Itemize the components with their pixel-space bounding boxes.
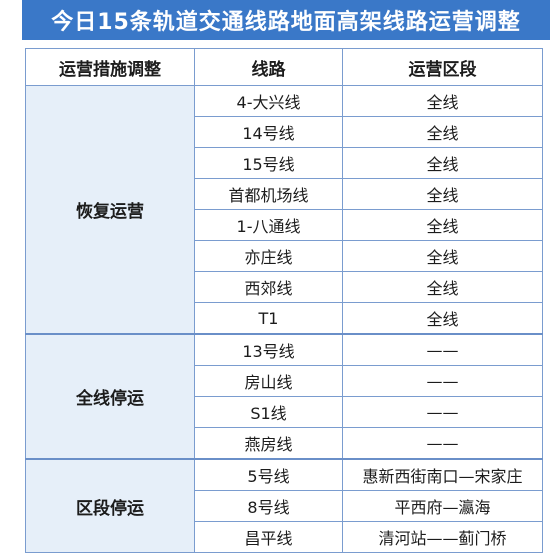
line-cell: 首都机场线 — [194, 178, 343, 210]
page-title: 今日15条轨道交通线路地面高架线路运营调整 — [22, 0, 550, 40]
section-cell: 全线 — [342, 147, 543, 179]
line-cell: T1 — [194, 302, 343, 335]
section-cell: —— — [342, 333, 543, 366]
section-cell: 全线 — [342, 240, 543, 272]
table-row: 恢复运营 4-大兴线 全线 — [25, 85, 543, 335]
section-cell: 全线 — [342, 85, 543, 117]
table-row: 1-八通线 全线 — [26, 209, 543, 241]
table-row: 14号线 全线 — [26, 116, 543, 148]
table-row: 区段停运 5号线 惠新西街南口—宋家庄 — [25, 458, 543, 553]
line-cell: S1线 — [194, 396, 343, 428]
table-row: S1线 —— — [26, 396, 543, 428]
table-row: 昌平线 清河站——蓟门桥 — [26, 521, 543, 553]
line-cell: 燕房线 — [194, 427, 343, 460]
line-cell: 房山线 — [194, 365, 343, 397]
table-body: 恢复运营 4-大兴线 全线 14号线 全线 15号线 全线 首都机场线 全线 1-八通线 全线 亦庄线… — [25, 85, 543, 553]
measure-cell: 恢复运营 — [25, 85, 195, 335]
operation-adjustment-table: 运营措施调整 线路 运营区段 恢复运营 4-大兴线 全线 14号线 全线 15号线 全线 首都… — [25, 48, 543, 553]
header-line: 线路 — [194, 48, 343, 86]
line-cell: 4-大兴线 — [194, 85, 343, 117]
section-cell: 全线 — [342, 209, 543, 241]
section-cell: 全线 — [342, 271, 543, 303]
table-header-row: 运营措施调整 线路 运营区段 — [25, 48, 543, 86]
section-cell: 平西府—瀛海 — [342, 490, 543, 522]
table-row: 燕房线 —— — [26, 427, 543, 460]
measure-cell: 全线停运 — [25, 333, 195, 460]
line-cell: 亦庄线 — [194, 240, 343, 272]
table-row: 房山线 —— — [26, 365, 543, 397]
section-cell: —— — [342, 365, 543, 397]
table-row: 全线停运 13号线 —— — [25, 333, 543, 460]
line-cell: 5号线 — [194, 458, 343, 491]
line-cell: 昌平线 — [194, 521, 343, 553]
table-row: 西郊线 全线 — [26, 271, 543, 303]
table-row: 首都机场线 全线 — [26, 178, 543, 210]
section-cell: —— — [342, 427, 543, 460]
section-cell: 惠新西街南口—宋家庄 — [342, 458, 543, 491]
section-cell: 全线 — [342, 302, 543, 335]
section-cell: 清河站——蓟门桥 — [342, 521, 543, 553]
line-cell: 13号线 — [194, 333, 343, 366]
header-section: 运营区段 — [342, 48, 543, 86]
section-cell: —— — [342, 396, 543, 428]
header-measure: 运营措施调整 — [25, 48, 195, 86]
section-cell: 全线 — [342, 116, 543, 148]
table-row: 15号线 全线 — [26, 147, 543, 179]
table-row: T1 全线 — [26, 302, 543, 335]
line-cell: 8号线 — [194, 490, 343, 522]
line-cell: 14号线 — [194, 116, 343, 148]
measure-cell: 区段停运 — [25, 458, 195, 553]
line-cell: 1-八通线 — [194, 209, 343, 241]
table-row: 亦庄线 全线 — [26, 240, 543, 272]
section-cell: 全线 — [342, 178, 543, 210]
line-cell: 15号线 — [194, 147, 343, 179]
line-cell: 西郊线 — [194, 271, 343, 303]
